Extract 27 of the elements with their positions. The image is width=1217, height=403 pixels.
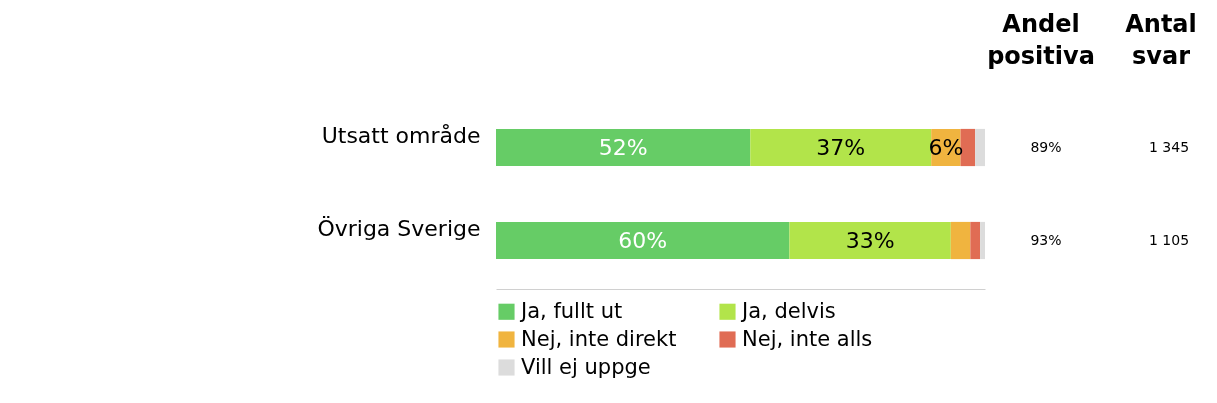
legend-label: Vill ej uppge — [521, 354, 651, 379]
text: Antal svar — [1125, 10, 1197, 70]
data-label: 60% — [618, 227, 668, 253]
text: 93% — [1030, 231, 1062, 248]
legend-label: Ja, delvis — [740, 298, 836, 323]
bar — [975, 128, 985, 167]
bar — [496, 221, 790, 260]
text: 1 345 — [1148, 138, 1190, 155]
data-label: 37% — [816, 134, 866, 160]
bar — [980, 221, 985, 260]
bar — [496, 128, 751, 167]
bar — [960, 128, 976, 167]
data-label: 52% — [598, 134, 648, 160]
bar — [750, 128, 932, 167]
bar — [789, 221, 951, 260]
y-tick-label: Övriga Sverige — [317, 215, 481, 241]
text: 89% — [1030, 138, 1062, 155]
bar — [970, 221, 981, 260]
data-label: 33% — [845, 227, 895, 253]
bar — [950, 221, 971, 260]
legend-label: Ja, fullt ut — [519, 298, 623, 323]
data-label: 6% — [928, 134, 964, 160]
legend-label: Nej, inte alls — [742, 326, 873, 351]
text: 1 105 — [1148, 231, 1190, 248]
text: Andel positiva — [987, 10, 1095, 70]
legend-label: Nej, inte direkt — [521, 326, 677, 351]
y-tick-label: Utsatt område — [321, 122, 481, 148]
